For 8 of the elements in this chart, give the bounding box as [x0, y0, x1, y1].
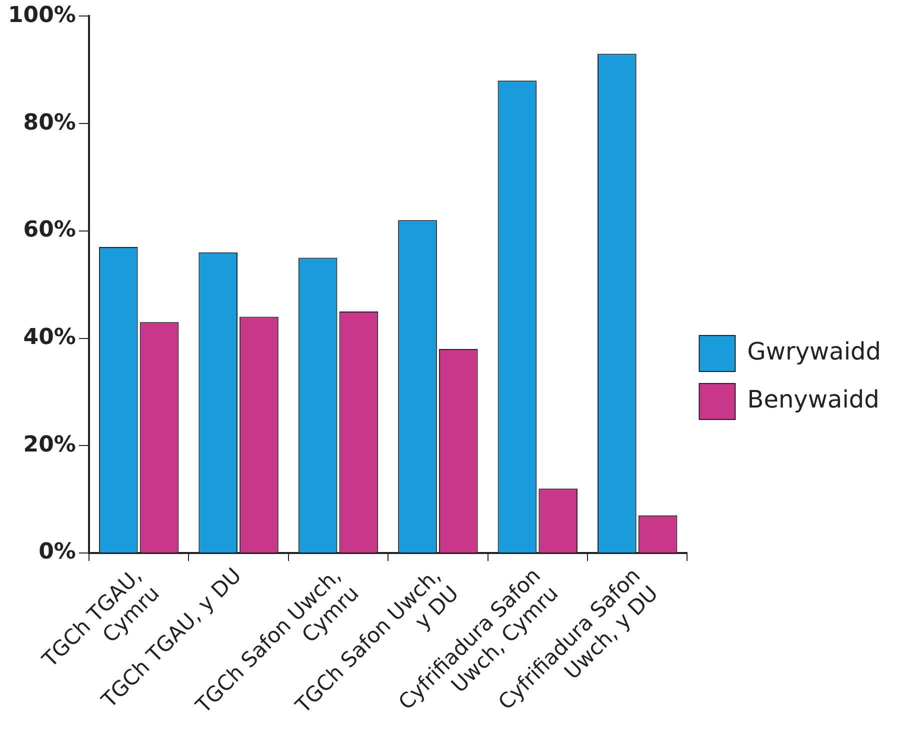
y-tick-label: 20%: [23, 432, 76, 458]
y-tick-label: 0%: [38, 540, 76, 565]
y-tick-label: 100%: [8, 2, 76, 28]
y-tick-label: 60%: [23, 218, 76, 243]
legend-label: Benywaidd: [747, 386, 880, 414]
y-tick-label: 80%: [23, 110, 76, 136]
y-tick-label: 40%: [23, 325, 76, 350]
legend-label: Gwrywaidd: [747, 338, 882, 366]
